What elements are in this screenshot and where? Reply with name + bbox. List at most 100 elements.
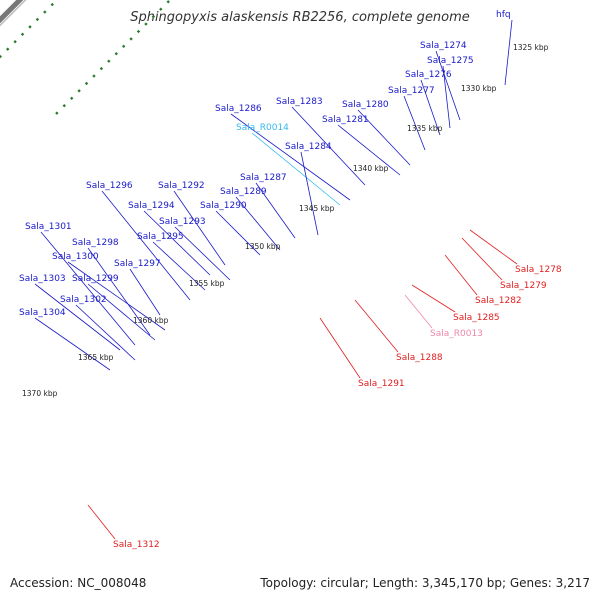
kbp-scale-label: 1355 kbp (189, 279, 225, 288)
kbp-scale-label: 1370 kbp (22, 389, 58, 398)
tick-mark (166, 0, 170, 4)
forward-gene-label: Sala_1275 (427, 56, 474, 66)
leader-line (34, 317, 111, 371)
leader-line (337, 124, 401, 176)
reverse-gene-label: Sala_1288 (396, 353, 443, 363)
forward-gene-label: Sala_1296 (86, 181, 133, 191)
forward-gene-label: Sala_1303 (19, 274, 66, 284)
tick-mark (92, 74, 96, 78)
forward-gene-label: Sala_1287 (240, 173, 287, 183)
reverse-gene-label: Sala_1285 (453, 313, 500, 323)
reverse-gene-label: Sala_1279 (500, 281, 547, 291)
leader-line (67, 261, 166, 331)
accession-text: Accession: NC_008048 (10, 576, 147, 590)
leader-line (235, 196, 281, 251)
tick-mark (43, 10, 47, 14)
tick-mark (107, 59, 111, 63)
tick-mark (70, 96, 74, 100)
leader-line (215, 210, 261, 256)
tick-mark (6, 47, 10, 51)
leader-line (129, 268, 161, 316)
forward-gene-label: Sala_1293 (159, 217, 206, 227)
kbp-scale-label: 1340 kbp (353, 164, 389, 173)
tick-mark (144, 22, 148, 26)
leader-line (75, 304, 136, 361)
leader-line (255, 182, 296, 239)
leader-line (404, 294, 433, 329)
kbp-scale-label: 1345 kbp (299, 204, 335, 213)
kbp-scale-label: 1365 kbp (78, 353, 114, 362)
reverse-gene-label: Sala_1282 (475, 296, 522, 306)
tick-mark (151, 14, 156, 19)
forward-gene-label: Sala_1290 (200, 201, 247, 211)
tick-mark (55, 111, 59, 115)
leader-line (442, 65, 451, 129)
forward-gene-label: Sala_1299 (72, 274, 119, 284)
forward-gene-label: Sala_1277 (388, 86, 435, 96)
tick-row (55, 0, 170, 115)
forward-gene-label: Sala_R0014 (236, 123, 289, 133)
label-leaders (34, 19, 518, 540)
tick-mark (28, 25, 32, 29)
leader-line (34, 283, 121, 351)
leader-line (87, 504, 116, 540)
leader-line (403, 95, 426, 151)
forward-gene-label: Sala_1297 (114, 259, 161, 269)
leader-line (357, 109, 411, 166)
forward-gene-label: Sala_1281 (322, 115, 369, 125)
tick-mark (159, 7, 163, 11)
leader-line (300, 151, 319, 236)
kbp-scale-label: 1325 kbp (513, 43, 549, 52)
forward-gene-label: Sala_1302 (60, 295, 107, 305)
forward-gene-label: Sala_1295 (137, 232, 184, 242)
leader-line (469, 229, 518, 265)
map-title: Sphingopyxis alaskensis RB2256, complete… (130, 10, 470, 25)
leader-line (319, 317, 361, 379)
forward-gene-label: Sala_1284 (285, 142, 332, 152)
leader-line (420, 79, 441, 136)
forward-gene-label: Sala_1300 (52, 252, 99, 262)
tick-mark (77, 89, 81, 93)
forward-gene-label: Sala_1292 (158, 181, 205, 191)
kbp-scale-label: 1335 kbp (407, 124, 443, 133)
leader-line (461, 237, 503, 281)
leader-line (354, 299, 399, 353)
forward-gene-label: Sala_1286 (215, 104, 262, 114)
tick-mark (62, 104, 66, 108)
forward-gene-label: Sala_1301 (25, 222, 72, 232)
forward-gene-label: Sala_1298 (72, 238, 119, 248)
leader-line (101, 190, 191, 301)
tick-mark (99, 66, 104, 71)
reverse-gene-label: Sala_R0013 (430, 329, 483, 339)
kbp-scale: 1325 kbp 1330 kbp 1335 kbp 1340 kbp 1345 kbp… (22, 43, 549, 398)
reverse-gene-label: Sala_1312 (113, 540, 160, 550)
kbp-scale-label: 1350 kbp (245, 242, 281, 251)
tick-mark (50, 2, 54, 7)
leader-line (251, 132, 341, 206)
leader-line (152, 241, 206, 291)
leader-line (411, 284, 456, 313)
tick-mark (136, 29, 141, 34)
tick-rows (0, 0, 170, 115)
tick-mark (35, 17, 40, 22)
leader-line (504, 19, 513, 86)
tick-mark (121, 44, 126, 49)
forward-gene-label: hfq (496, 10, 511, 20)
forward-gene-label: Sala_1304 (19, 308, 66, 318)
tick-mark (84, 81, 89, 86)
leader-line (174, 226, 231, 281)
genome-summary-text: Topology: circular; Length: 3,345,170 bp… (260, 576, 590, 590)
forward-gene-label: Sala_1283 (276, 97, 323, 107)
leader-line (143, 210, 211, 276)
reverse-gene-label: Sala_1291 (358, 379, 405, 389)
reverse-gene-label: Sala_1278 (515, 265, 562, 275)
leader-line (87, 283, 156, 341)
tick-mark (129, 37, 133, 41)
kbp-scale-label: 1360 kbp (133, 316, 169, 325)
tick-mark (20, 32, 25, 36)
leader-line (173, 190, 226, 266)
tick-mark (0, 54, 2, 59)
forward-gene-label: Sala_1289 (220, 187, 267, 197)
forward-gene-label: Sala_1294 (128, 201, 175, 211)
